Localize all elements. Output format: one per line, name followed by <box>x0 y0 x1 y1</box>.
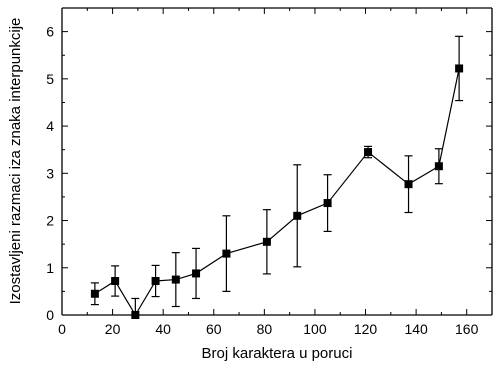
y-tick-label: 2 <box>46 213 54 229</box>
plot-frame <box>61 7 493 316</box>
data-point <box>455 64 464 73</box>
x-tick-label: 20 <box>105 321 121 337</box>
data-point <box>262 237 271 246</box>
data-point <box>192 269 201 278</box>
data-point <box>111 276 120 285</box>
x-tick-label: 60 <box>206 321 222 337</box>
data-point <box>404 180 413 189</box>
y-tick-label: 0 <box>46 307 54 323</box>
x-tick-label: 40 <box>155 321 171 337</box>
data-point <box>171 275 180 284</box>
data-point <box>131 311 140 319</box>
data-point <box>364 148 373 157</box>
x-tick-label: 80 <box>257 321 273 337</box>
y-tick-label: 1 <box>46 260 54 276</box>
data-markers <box>90 64 464 319</box>
x-tick-label: 160 <box>455 321 479 337</box>
data-point <box>434 162 443 171</box>
y-axis-title: Izostavljeni razmaci iza znaka interpunk… <box>7 18 24 305</box>
data-point <box>323 199 332 208</box>
axis-ticks: 0 20 40 60 80 100 120 140 160 0 1 2 3 4 5 6 <box>46 8 492 337</box>
data-point <box>293 211 302 220</box>
data-point <box>90 289 99 298</box>
x-tick-label: 140 <box>404 321 428 337</box>
x-tick-label: 0 <box>58 321 66 337</box>
error-bars <box>90 35 464 316</box>
data-point <box>151 276 160 285</box>
x-axis-title: Broj karaktera u poruci <box>202 345 353 362</box>
x-tick-label: 100 <box>303 321 327 337</box>
x-tick-label: 120 <box>354 321 378 337</box>
y-tick-label: 5 <box>46 71 54 87</box>
y-tick-label: 4 <box>46 118 54 134</box>
data-point <box>222 249 231 258</box>
y-tick-label: 6 <box>46 24 54 40</box>
y-tick-label: 3 <box>46 165 54 181</box>
series-line <box>94 68 460 317</box>
